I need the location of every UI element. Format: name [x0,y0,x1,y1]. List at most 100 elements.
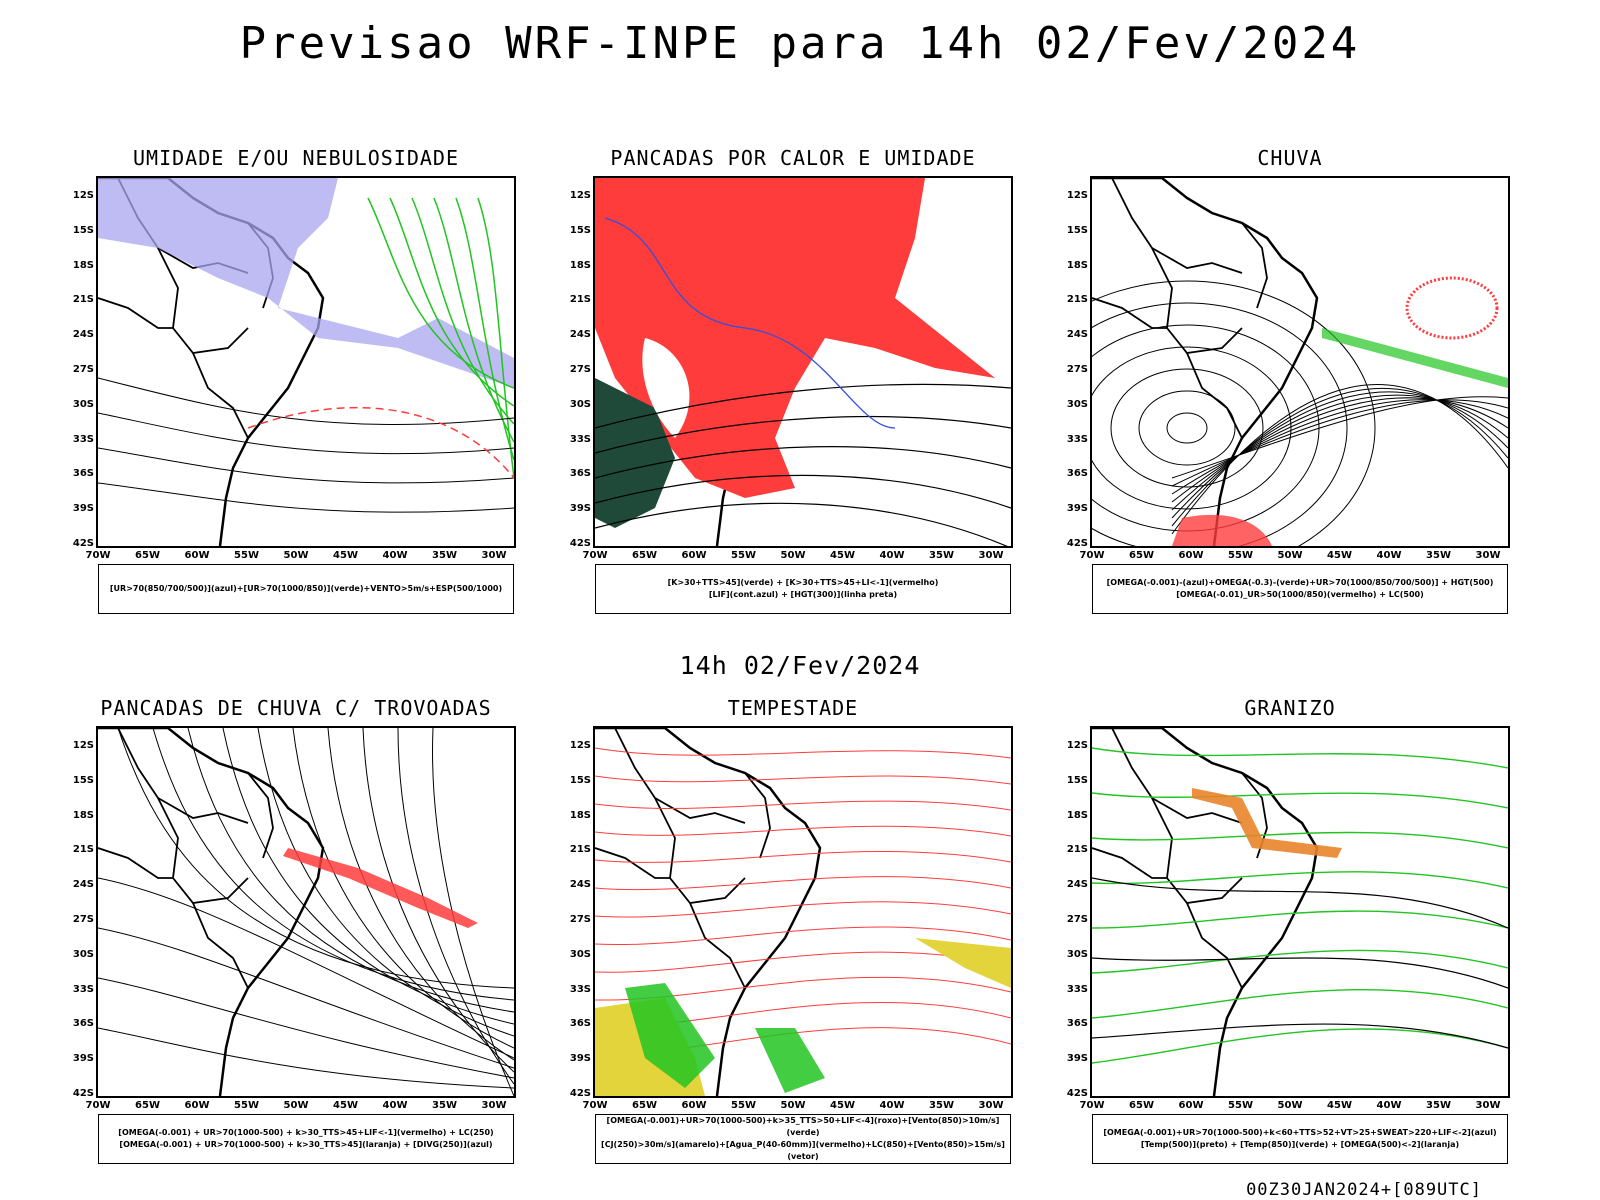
panel-title: PANCADAS DE CHUVA C/ TROVOADAS [100,696,492,720]
latitude-tick-label: 36S [569,468,591,480]
map-frame [593,176,1013,548]
latitude-tick-label: 18S [569,809,591,821]
latitude-tick-label: 39S [569,1053,591,1065]
latitude-tick-label: 21S [1066,294,1088,306]
latitude-tick-label: 15S [1066,224,1088,236]
map-overlay [98,178,514,513]
longitude-tick-label: 45W [830,1100,855,1111]
legend-line: [OMEGA(-0.001)-(azul)+OMEGA(-0.3)-(verde… [1106,578,1494,587]
latitude-tick-label: 42S [72,1088,94,1099]
forecast-map [595,728,1011,1096]
forecast-map [1092,178,1508,546]
latitude-axis: 12S 15S 18S 21S 24S 27S 30S 33S 36S 39S 42S [567,726,591,1099]
longitude-tick-label: 65W [632,1100,657,1111]
latitude-tick-label: 15S [1066,774,1088,786]
longitude-axis: 70W 65W 60W 55W 50W 45W 40W 35W 30W [1080,550,1510,564]
legend-line: [UR>70(850/700/500)](azul)+[UR>70(1000/8… [109,584,503,593]
map-overlay [595,178,1011,546]
latitude-tick-label: 27S [569,364,591,375]
longitude-tick-label: 55W [234,1100,259,1111]
latitude-tick-label: 21S [569,294,591,306]
longitude-tick-label: 45W [1327,1100,1352,1111]
map-basemap [98,728,325,1096]
forecast-map [98,728,514,1096]
latitude-tick-label: 27S [1066,914,1088,925]
latitude-tick-label: 24S [72,879,94,891]
longitude-tick-label: 40W [1376,1100,1402,1111]
map-panel: PANCADAS DE CHUVA C/ TROVOADAS 12S 15S 18S 2… [72,696,516,1164]
latitude-tick-label: 27S [72,364,94,375]
longitude-tick-label: 40W [382,1100,408,1111]
longitude-tick-label: 70W [1079,1100,1105,1111]
latitude-tick-label: 42S [569,538,591,549]
map-overlay [595,747,1011,1096]
longitude-tick-label: 35W [1426,550,1451,561]
map-panel: TEMPESTADE 12S 15S 18S 21S 24S 27S 30S 33S 36S 39S… [570,696,1013,1164]
longitude-tick-label: 70W [1079,550,1105,561]
longitude-tick-label: 55W [731,1100,756,1111]
longitude-tick-label: 60W [184,1100,210,1111]
latitude-tick-label: 21S [1066,844,1088,856]
map-panel: UMIDADE E/OU NEBULOSIDADE 12S 15S 18S 21S 24S… [73,146,516,614]
latitude-tick-label: 18S [1066,809,1088,821]
longitude-tick-label: 35W [1426,1100,1451,1111]
map-overlay [1092,276,1508,546]
latitude-tick-label: 39S [569,503,591,515]
longitude-tick-label: 30W [978,550,1004,561]
latitude-tick-label: 42S [72,538,94,549]
longitude-tick-label: 60W [184,550,210,561]
latitude-tick-label: 18S [1066,259,1088,271]
latitude-tick-label: 15S [72,224,94,236]
latitude-tick-label: 39S [72,1053,94,1065]
latitude-tick-label: 12S [1066,190,1088,201]
latitude-tick-label: 18S [569,259,591,271]
longitude-tick-label: 65W [632,550,657,561]
legend-line: [OMEGA(-0.01)_UR>50(1000/850)(vermelho) … [1176,590,1424,599]
latitude-tick-label: 24S [1066,329,1088,341]
latitude-axis: 12S 15S 18S 21S 24S 27S 30S 33S 36S 39S 42S [70,176,94,549]
latitude-tick-label: 36S [1066,1018,1088,1030]
map-panel: CHUVA 12S 15S 18S 21S 24S 27S 30S 33S 36S 39S 42S 70… [1066,146,1510,614]
latitude-tick-label: 12S [1066,740,1088,751]
longitude-tick-label: 30W [1475,1100,1501,1111]
legend-line: [Temp(500)](preto) + [Temp(850)](verde) … [1140,1140,1460,1149]
latitude-tick-label: 36S [1066,468,1088,480]
main-title: Previsao WRF-INPE para 14h 02/Fev/2024 [239,18,1361,69]
forecast-map [595,178,1011,546]
map-panel: GRANIZO 12S 15S 18S 21S 24S 27S 30S 33S 36S 39S 42S… [1067,696,1510,1164]
latitude-tick-label: 27S [1066,364,1088,375]
legend-line: [CJ(250)>30m/s](amarelo)+[Agua_P(40-60mm… [601,1140,1005,1161]
latitude-tick-label: 33S [1066,983,1088,995]
panel-legend: [UR>70(850/700/500)](azul)+[UR>70(1000/8… [98,564,514,614]
longitude-tick-label: 45W [1327,550,1352,561]
longitude-tick-label: 60W [1178,550,1204,561]
map-overlay [98,728,514,1096]
latitude-tick-label: 27S [569,914,591,925]
panel-title: TEMPESTADE [727,696,859,720]
longitude-axis: 70W 65W 60W 55W 50W 45W 40W 35W 30W [1080,1100,1510,1114]
longitude-axis: 70W 65W 60W 55W 50W 45W 40W 35W 30W [86,1100,516,1114]
latitude-tick-label: 33S [569,433,591,445]
legend-line: [OMEGA(-0.001) + UR>70(1000-500) + k>30_… [118,1128,494,1137]
longitude-tick-label: 35W [432,550,457,561]
longitude-tick-label: 70W [85,1100,111,1111]
latitude-tick-label: 15S [72,774,94,786]
latitude-tick-label: 33S [569,983,591,995]
legend-line: [K>30+TTS>45](verde) + [K>30+TTS>45+LI<-… [667,578,939,587]
forecast-map [98,178,514,546]
longitude-tick-label: 65W [1129,550,1154,561]
longitude-tick-label: 50W [1277,550,1303,561]
latitude-axis: 12S 15S 18S 21S 24S 27S 30S 33S 36S 39S 42S [1064,726,1088,1099]
latitude-tick-label: 30S [1066,398,1088,410]
run-timestamp: 00Z30JAN2024+[089UTC] [1246,1180,1482,1200]
map-overlay [1092,747,1508,1064]
latitude-tick-label: 24S [569,329,591,341]
longitude-tick-label: 70W [582,1100,608,1111]
map-frame [96,726,516,1098]
latitude-tick-label: 12S [72,190,94,201]
latitude-tick-label: 39S [1066,503,1088,515]
latitude-tick-label: 30S [569,398,591,410]
latitude-tick-label: 12S [569,190,591,201]
latitude-tick-label: 18S [72,259,94,271]
latitude-tick-label: 18S [72,809,94,821]
